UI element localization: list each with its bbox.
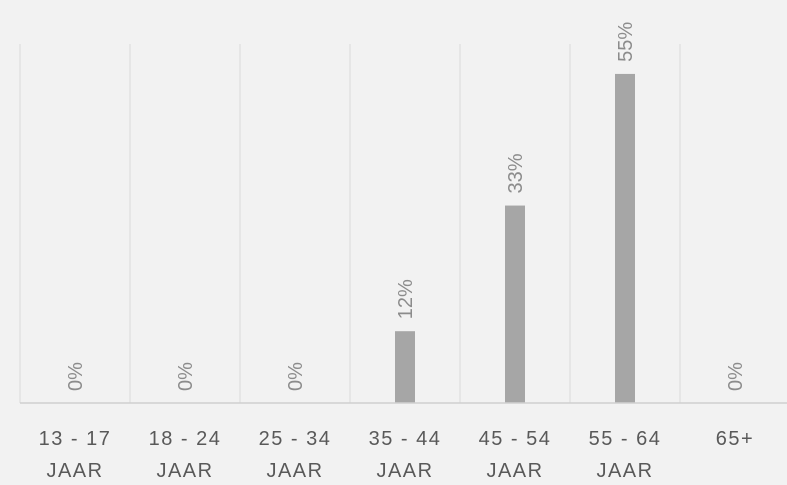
tick-label-5-line-2: JAAR: [596, 460, 653, 482]
data-labels: 0% 0% 0% 12% 33% 55% 0%: [65, 22, 747, 391]
data-label-5: 55%: [615, 22, 637, 62]
tick-label-4: 45 - 54: [479, 428, 552, 450]
x-tick-labels: 13 - 17 JAAR 18 - 24 JAAR 25 - 34 JAAR 35 - 44…: [39, 428, 754, 482]
data-label-0: 0%: [65, 362, 87, 391]
tick-label-1: 18 - 24: [149, 428, 222, 450]
tick-label-2: 25 - 34: [259, 428, 332, 450]
tick-label-4-line-2: JAAR: [486, 460, 543, 482]
data-label-6: 0%: [725, 362, 747, 391]
tick-label-6: 65+: [716, 428, 754, 450]
bar-5: [615, 73, 635, 404]
bar-3: [395, 331, 415, 403]
data-label-4: 33%: [505, 153, 527, 193]
bars: [395, 73, 635, 404]
tick-label-2-line-2: JAAR: [266, 460, 323, 482]
tick-label-0: 13 - 17: [39, 428, 112, 450]
tick-label-1-line-2: JAAR: [156, 460, 213, 482]
tick-label-5: 55 - 64: [589, 428, 662, 450]
data-label-1: 0%: [175, 362, 197, 391]
tick-label-0-line-2: JAAR: [46, 460, 103, 482]
data-label-3: 12%: [395, 279, 417, 319]
gridlines: [19, 44, 681, 403]
data-label-2: 0%: [285, 362, 307, 391]
tick-label-3-line-2: JAAR: [376, 460, 433, 482]
tick-label-3: 35 - 44: [369, 428, 442, 450]
bar-4: [505, 205, 525, 403]
